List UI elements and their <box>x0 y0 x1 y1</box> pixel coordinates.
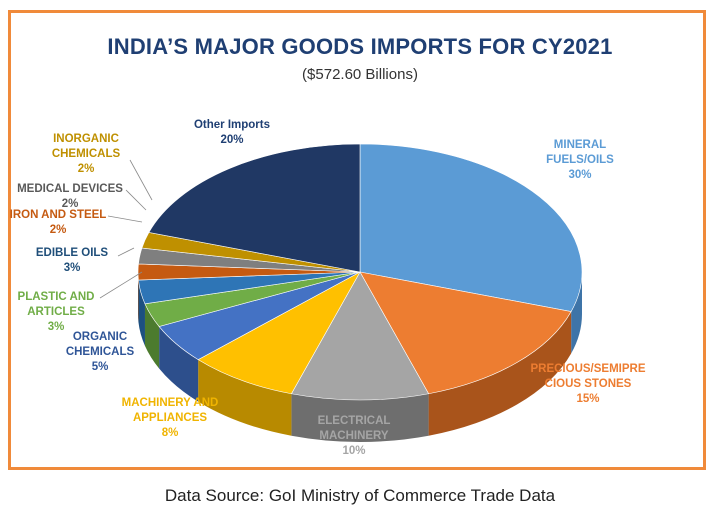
slice-label: PLASTIC AND ARTICLES 3% <box>18 291 95 333</box>
chart-title: INDIA’S MAJOR GOODS IMPORTS FOR CY2021 <box>107 34 613 59</box>
pie-slice <box>359 143 583 312</box>
leader-line <box>99 271 143 299</box>
slice-label: MINERAL FUELS/OILS 30% <box>546 139 614 181</box>
slice-label: Other Imports 20% <box>194 119 270 146</box>
pie-slice-side <box>159 326 199 402</box>
slice-label: ORGANIC CHEMICALS 5% <box>66 331 135 373</box>
pie-slice <box>359 271 572 395</box>
pie-slice <box>290 271 430 401</box>
pie-slice-side <box>138 280 145 346</box>
slice-label: INORGANIC CHEMICALS 2% <box>52 133 121 175</box>
leader-line <box>117 247 135 257</box>
chart-subtitle: ($572.60 Billions) <box>302 66 418 83</box>
slice-label: ELECTRICAL MACHINERY 10% <box>318 415 391 457</box>
slice-label: IRON AND STEEL 2% <box>10 209 107 236</box>
data-source: Data Source: GoI Ministry of Commerce Tr… <box>164 486 556 505</box>
slice-label: PRECIOUS/SEMIPRE CIOUS STONES 15% <box>530 363 645 405</box>
pie-slice-side <box>144 303 160 369</box>
slice-label: MEDICAL DEVICES 2% <box>17 183 123 210</box>
slice-label: MACHINERY AND APPLIANCES 8% <box>122 397 219 439</box>
leader-line <box>129 159 153 201</box>
leader-line <box>125 189 147 211</box>
pie-slice <box>197 271 361 395</box>
leader-line <box>107 215 143 223</box>
pie-slice-side <box>198 359 292 436</box>
pie-slice-side <box>291 393 429 442</box>
pie-slice <box>148 143 361 273</box>
pie-slice-side <box>428 311 572 436</box>
slice-label: EDIBLE OILS 3% <box>36 247 109 274</box>
